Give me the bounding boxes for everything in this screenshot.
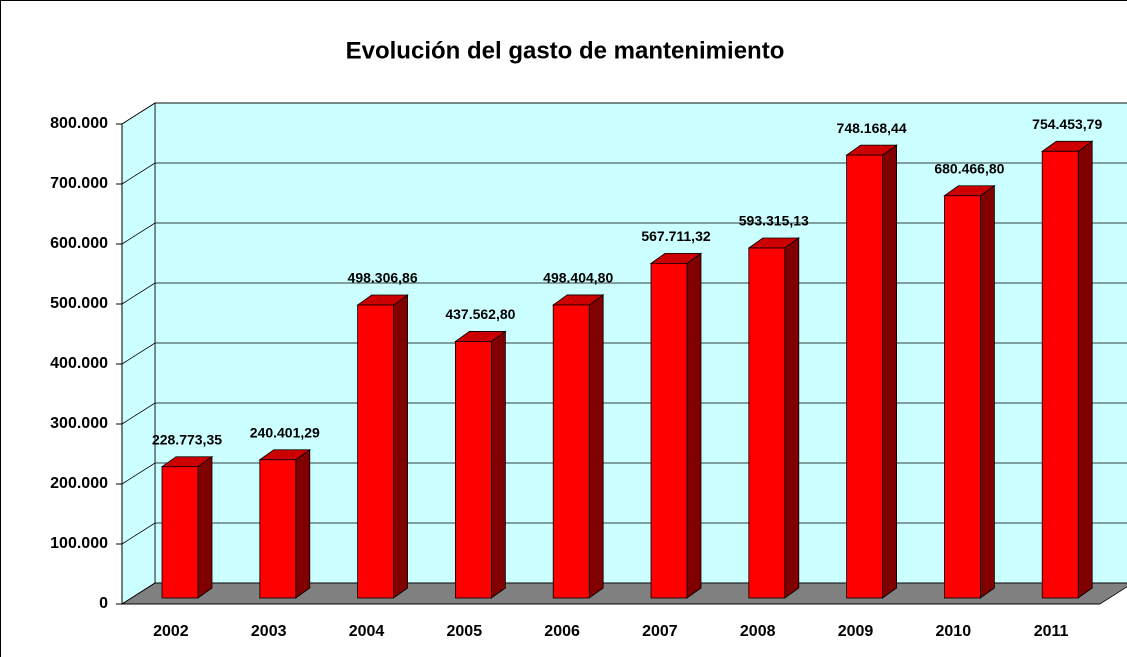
value-label: 498.404,80 xyxy=(543,270,613,286)
value-label: 680.466,80 xyxy=(934,160,1004,176)
grid-line xyxy=(121,522,1127,545)
bar-side xyxy=(980,184,995,599)
bar xyxy=(650,262,688,599)
y-tick-label: 400.000 xyxy=(50,355,108,372)
bar xyxy=(259,459,297,599)
bar-side xyxy=(393,294,409,599)
grid-line xyxy=(121,402,1127,425)
bar xyxy=(1041,150,1079,599)
bar-side xyxy=(882,144,897,599)
value-label: 228.773,35 xyxy=(152,431,222,447)
y-tick-label: 600.000 xyxy=(50,235,108,252)
value-label: 748.168,44 xyxy=(837,120,907,136)
x-tick-label: 2005 xyxy=(447,623,483,640)
x-tick-label: 2010 xyxy=(936,623,972,640)
y-tick-label: 800.000 xyxy=(50,115,108,132)
bar xyxy=(357,304,395,599)
x-tick-label: 2003 xyxy=(251,623,287,640)
y-tick-label: 700.000 xyxy=(50,175,108,192)
value-label: 593.315,13 xyxy=(739,213,809,229)
x-tick-label: 2011 xyxy=(1034,623,1069,640)
bar-side xyxy=(197,455,213,599)
value-label: 498.306,86 xyxy=(348,270,418,286)
bar xyxy=(552,304,590,599)
value-label: 754.453,79 xyxy=(1032,116,1102,132)
y-tick-label: 500.000 xyxy=(50,295,108,312)
bar xyxy=(944,195,981,599)
x-tick-label: 2002 xyxy=(153,623,189,640)
y-tick-label: 200.000 xyxy=(50,475,108,492)
bar-side xyxy=(295,448,311,599)
bar-side xyxy=(1077,140,1093,599)
grid-line xyxy=(121,282,1127,305)
grid-line xyxy=(121,582,1127,605)
x-tick-label: 2004 xyxy=(349,623,385,640)
bar xyxy=(748,247,786,599)
value-label: 437.562,80 xyxy=(445,306,515,322)
y-tick-label: 0 xyxy=(99,595,108,612)
bar xyxy=(846,154,883,599)
y-tick-label: 100.000 xyxy=(50,535,108,552)
grid-line xyxy=(121,102,1127,125)
grid-line xyxy=(121,162,1127,185)
grid-line xyxy=(121,342,1127,365)
chart-title: Evolución del gasto de mantenimiento xyxy=(346,37,785,64)
x-tick-label: 2007 xyxy=(642,623,678,640)
x-tick-label: 2008 xyxy=(740,623,776,640)
bar-side xyxy=(686,252,702,599)
bar-side xyxy=(490,330,506,599)
x-tick-label: 2006 xyxy=(544,623,580,640)
y-tick-label: 300.000 xyxy=(50,415,108,432)
value-label: 240.401,29 xyxy=(250,424,320,440)
bar-side xyxy=(784,237,800,599)
value-label: 567.711,32 xyxy=(641,228,711,244)
grid-line xyxy=(121,222,1127,245)
bar xyxy=(161,466,199,599)
bar-side xyxy=(588,294,604,599)
x-tick-label: 2009 xyxy=(838,623,874,640)
bar xyxy=(454,341,492,599)
grid-line xyxy=(121,462,1127,485)
